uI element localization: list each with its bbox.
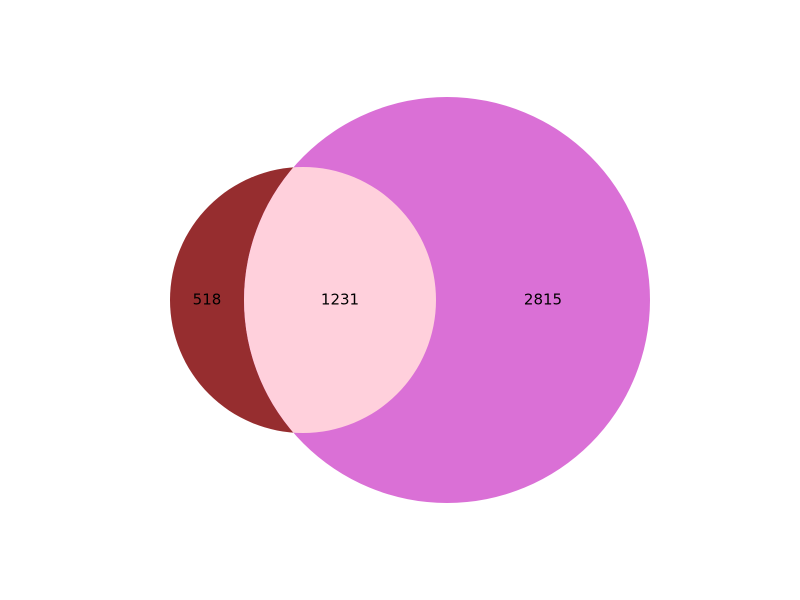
only-a-count: 518 <box>193 291 222 309</box>
intersection-count: 1231 <box>321 291 359 309</box>
intersection-region <box>244 167 436 433</box>
only-b-count: 2815 <box>524 291 562 309</box>
